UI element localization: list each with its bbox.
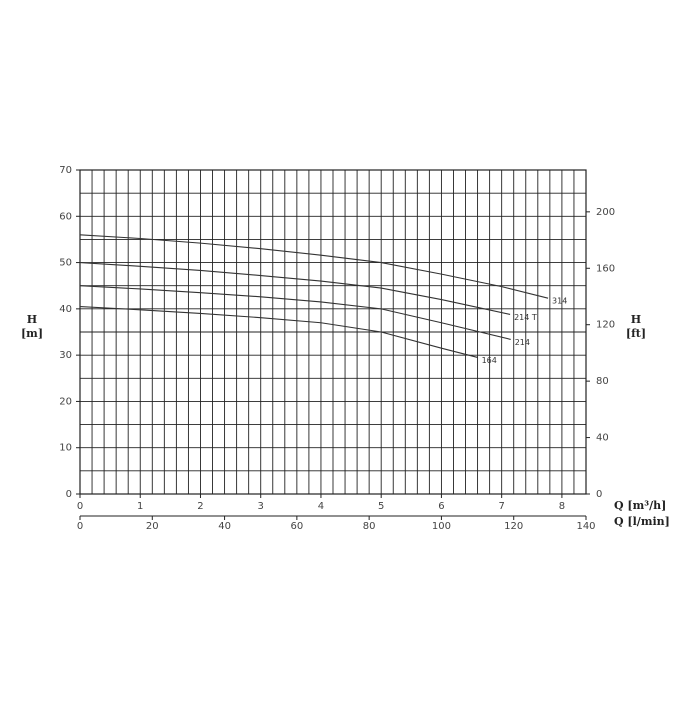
y2-tick-label: 200 — [596, 207, 615, 218]
series-label: 214 — [515, 338, 530, 347]
y2-tick-label: 0 — [596, 489, 602, 500]
y-tick-label: 30 — [59, 350, 72, 361]
y-tick-label: 20 — [59, 396, 72, 407]
y-axis-label: H — [27, 313, 37, 326]
y-tick-label: 10 — [59, 443, 72, 454]
y-tick-label: 60 — [59, 211, 72, 222]
x-tick-label: 2 — [197, 501, 203, 512]
y2-axis-label: [ft] — [626, 327, 646, 340]
x-tick-label: 6 — [438, 501, 444, 512]
y2-tick-label: 80 — [596, 376, 609, 387]
x-tick-label: 3 — [258, 501, 264, 512]
x-tick-label: 5 — [378, 501, 384, 512]
y-tick-label: 0 — [66, 489, 72, 500]
x2-axis-label: Q [l/min] — [614, 515, 670, 528]
x2-tick-label: 20 — [146, 521, 159, 532]
series-label: 214 T — [514, 313, 537, 322]
curve — [79, 285, 511, 340]
x-tick-label: 7 — [498, 501, 504, 512]
x2-tick-label: 140 — [576, 521, 595, 532]
x-tick-label: 0 — [77, 501, 83, 512]
x2-tick-label: 100 — [432, 521, 451, 532]
y2-tick-label: 120 — [596, 320, 615, 331]
x2-tick-label: 0 — [77, 521, 83, 532]
x-tick-label: 1 — [137, 501, 143, 512]
x2-tick-label: 120 — [504, 521, 523, 532]
y-tick-label: 50 — [59, 258, 72, 269]
plot-frame — [79, 169, 587, 495]
y-axis-label: [m] — [21, 327, 43, 340]
curve — [79, 262, 511, 315]
x2-tick-label: 40 — [218, 521, 231, 532]
x-tick-label: 8 — [559, 501, 565, 512]
curve — [79, 305, 478, 358]
y2-axis-label: H — [631, 313, 641, 326]
y2-tick-label: 160 — [596, 263, 615, 274]
x-tick-label: 4 — [318, 501, 324, 512]
y-tick-label: 70 — [59, 165, 72, 176]
series-label: 314 — [552, 297, 567, 306]
series-label: 164 — [482, 356, 497, 365]
y2-tick-label: 40 — [596, 433, 609, 444]
y-tick-label: 40 — [59, 304, 72, 315]
curve — [79, 234, 549, 299]
x2-tick-label: 80 — [363, 521, 376, 532]
x-axis-label: Q [m³/h] — [614, 499, 666, 512]
x2-tick-label: 60 — [290, 521, 303, 532]
